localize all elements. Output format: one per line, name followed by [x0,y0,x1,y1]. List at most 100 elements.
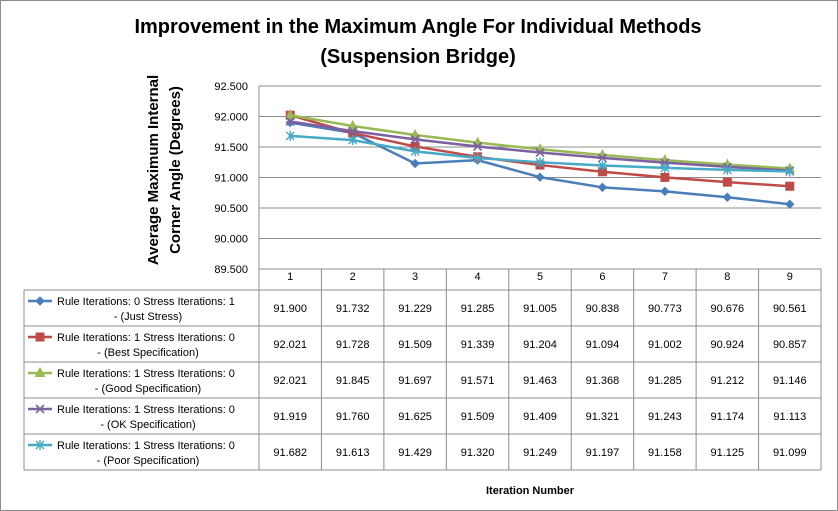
y-tick-label: 90.000 [214,234,248,246]
y-axis-label-line1: Average Maximum Internal [145,75,162,265]
legend-entry: Rule Iterations: 1 Stress Iterations: 0 [57,440,235,452]
table-cell: 91.321 [586,411,620,423]
series-1-point [410,158,420,169]
table-cell: 91.900 [273,303,307,315]
table-cell: 91.463 [523,375,557,387]
table-cell: 90.773 [648,303,682,315]
table-cell: 90.857 [773,339,807,351]
legend-entry-sub: - (Best Specification) [97,347,198,359]
table-cell: 91.732 [336,303,370,315]
table-cell: 91.509 [398,339,432,351]
table-cell: 90.838 [586,303,620,315]
table-cell: 91.113 [773,411,806,423]
y-axis-label-line2: Corner Angle (Degrees) [167,86,184,254]
y-axis-ticks: 92.500 92.000 91.500 91.000 90.500 90.000 89.5… [214,81,248,276]
table-cell: 91.429 [398,447,432,459]
legend-key-marker [35,404,45,414]
series-5-point [535,157,545,168]
series-1-point [722,192,733,202]
series-5-point [348,135,358,146]
x-tick-label: 9 [787,271,793,283]
legend-entry: Rule Iterations: 1 Stress Iterations: 0 [57,368,235,380]
series-4-point [597,153,608,163]
table-cell: 91.125 [711,447,745,459]
series-1-point [535,172,545,182]
table-cell: 91.571 [461,375,495,387]
table-cell: 91.212 [711,375,745,387]
series-4-point [472,141,483,152]
x-tick-label: 1 [287,271,293,283]
chart-subtitle: (Suspension Bridge) [320,46,516,68]
x-tick-label: 8 [724,271,730,283]
table-cell: 90.924 [711,339,745,351]
series-4-point [535,147,545,158]
legend-entry-sub: - (Good Specification) [95,383,201,395]
legend-entry: Rule Iterations: 1 Stress Iterations: 0 [57,332,235,344]
legend-entry-sub: - (Poor Specification) [97,455,200,467]
y-tick-label: 89.500 [214,264,248,276]
legend-entry: Rule Iterations: 1 Stress Iterations: 0 [57,404,235,416]
y-tick-label: 91.000 [214,173,248,185]
table-cell: 91.002 [648,339,682,351]
series-5-point [285,130,295,141]
table-cell: 91.158 [648,447,682,459]
series-1-point [597,182,608,193]
series-4-point [410,134,420,144]
table-cell: 90.561 [773,303,807,315]
plot-area [284,109,796,209]
table-cell: 91.509 [461,411,495,423]
table-cell: 91.285 [648,375,682,387]
x-tick-label: 6 [599,271,605,283]
table-cell: 91.728 [336,339,370,351]
table-cell: 91.409 [523,411,557,423]
y-tick-label: 91.500 [214,142,248,154]
table-cell: 91.682 [273,447,307,459]
series-1-point [660,186,670,197]
data-table: 1 2 3 4 5 6 7 8 9 Rule Iterations: 0 Stress Itera… [23,268,822,471]
series-1-point [785,199,795,209]
series-4-point [348,126,358,136]
table-cell: 91.146 [773,375,807,387]
x-tick-label: 3 [412,271,418,283]
table-cell: 91.339 [461,339,495,351]
y-tick-label: 92.500 [214,81,248,93]
legend-entry-sub: - (OK Specification) [100,419,195,431]
legend-entry-sub: - (Just Stress) [114,311,182,323]
table-cell: 91.368 [586,375,620,387]
series-5-point [660,162,670,173]
table-cell: 91.229 [398,303,432,315]
y-tick-label: 90.500 [214,203,248,215]
table-cell: 92.021 [273,375,307,387]
table-cell: 90.676 [711,303,745,315]
series-5-point [597,160,607,171]
series-5-point [410,146,420,157]
table-cell: 91.005 [523,303,557,315]
table-cell: 91.204 [523,339,557,351]
x-tick-label: 4 [474,271,480,283]
series-2-point [722,177,732,187]
table-cell: 91.697 [398,375,432,387]
x-tick-label: 7 [662,271,668,283]
table-cell: 91.919 [273,411,307,423]
legend-key-marker [34,366,46,377]
x-axis-label: Iteration Number [486,485,575,497]
series-3-point [284,109,296,120]
legend-key-marker [35,332,45,342]
chart-title: Improvement in the Maximum Angle For Ind… [134,16,701,38]
series-5-point [473,152,483,163]
table-cell: 91.845 [336,375,370,387]
x-tick-label: 5 [537,271,543,283]
table-cell: 91.613 [336,447,370,459]
table-cell: 91.249 [523,447,557,459]
table-cell: 91.174 [711,411,745,423]
series-5-point [722,164,732,175]
x-tick-label: 2 [350,271,356,283]
series-4-point [285,116,295,127]
table-cell: 91.760 [336,411,370,423]
legend-key-marker [35,296,45,306]
series-5-point [785,166,795,177]
table-cell: 91.243 [648,411,682,423]
y-tick-label: 92.000 [214,112,248,124]
legend-key-marker [35,440,45,450]
